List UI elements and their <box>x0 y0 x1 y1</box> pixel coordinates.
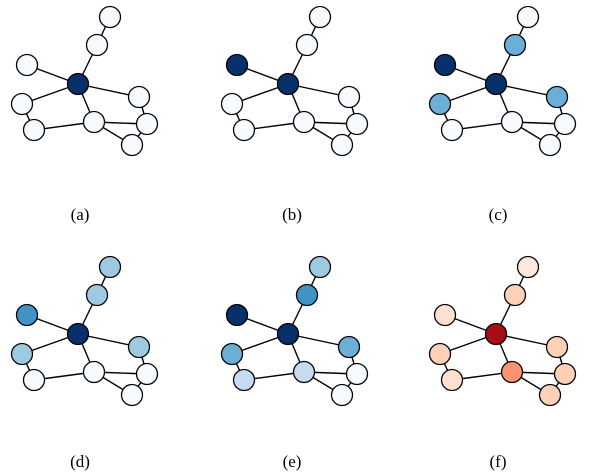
graph-node <box>225 303 249 327</box>
graph-panel-f <box>428 255 577 407</box>
graph-node <box>127 335 151 359</box>
graph-node <box>292 110 316 134</box>
panel-caption-d: (d) <box>70 452 90 471</box>
graph-node <box>503 283 527 307</box>
graph-node <box>232 118 256 142</box>
graph-node <box>500 360 524 384</box>
panel-caption-c: (c) <box>488 205 508 224</box>
graph-node <box>440 118 464 142</box>
graph-node <box>440 368 464 392</box>
panel-caption-e: (e) <box>282 452 302 471</box>
panel-caption-b: (b) <box>282 205 302 224</box>
graph-panel-d <box>10 255 159 407</box>
graph-node <box>292 360 316 384</box>
graph-node <box>220 92 244 116</box>
graph-node <box>66 322 90 346</box>
graph-node <box>516 255 540 279</box>
graph-node <box>545 85 569 109</box>
graph-node <box>516 5 540 29</box>
graph-node <box>10 342 34 366</box>
graph-node <box>232 368 256 392</box>
graph-node <box>85 33 109 57</box>
graph-node <box>82 360 106 384</box>
graph-node <box>337 335 361 359</box>
graph-node <box>120 383 144 407</box>
graph-node <box>484 72 508 96</box>
graph-node <box>484 322 508 346</box>
graph-node <box>220 342 244 366</box>
graph-node <box>22 368 46 392</box>
graph-node <box>433 303 457 327</box>
graph-node <box>308 5 332 29</box>
graph-node <box>225 53 249 77</box>
graph-node <box>345 362 369 386</box>
graph-node <box>15 303 39 327</box>
graph-node <box>276 72 300 96</box>
graph-node <box>135 362 159 386</box>
graph-node <box>85 283 109 307</box>
graph-node <box>433 53 457 77</box>
graph-node <box>553 112 577 136</box>
graph-node <box>135 112 159 136</box>
graph-node <box>295 33 319 57</box>
graph-node <box>127 85 151 109</box>
graph-node <box>428 342 452 366</box>
graph-node <box>545 335 569 359</box>
panel-caption-a: (a) <box>70 205 90 224</box>
graph-node <box>330 133 354 157</box>
panel-caption-f: (f) <box>489 452 507 471</box>
graph-node <box>337 85 361 109</box>
graph-node <box>295 283 319 307</box>
graph-panel-b <box>220 5 369 157</box>
graph-node <box>276 322 300 346</box>
graph-node <box>538 133 562 157</box>
graph-node <box>538 383 562 407</box>
graph-node <box>428 92 452 116</box>
graph-node <box>66 72 90 96</box>
graph-node <box>120 133 144 157</box>
graph-panel-c <box>428 5 577 157</box>
graph-node <box>22 118 46 142</box>
graph-node <box>500 110 524 134</box>
graph-node <box>345 112 369 136</box>
graph-node <box>503 33 527 57</box>
graph-panel-e <box>220 255 369 407</box>
graph-node <box>98 5 122 29</box>
graph-node <box>330 383 354 407</box>
graph-node <box>10 92 34 116</box>
graph-node <box>308 255 332 279</box>
graph-node <box>15 53 39 77</box>
graph-panel-a <box>10 5 159 157</box>
graph-node <box>553 362 577 386</box>
graph-node <box>82 110 106 134</box>
graph-node <box>98 255 122 279</box>
